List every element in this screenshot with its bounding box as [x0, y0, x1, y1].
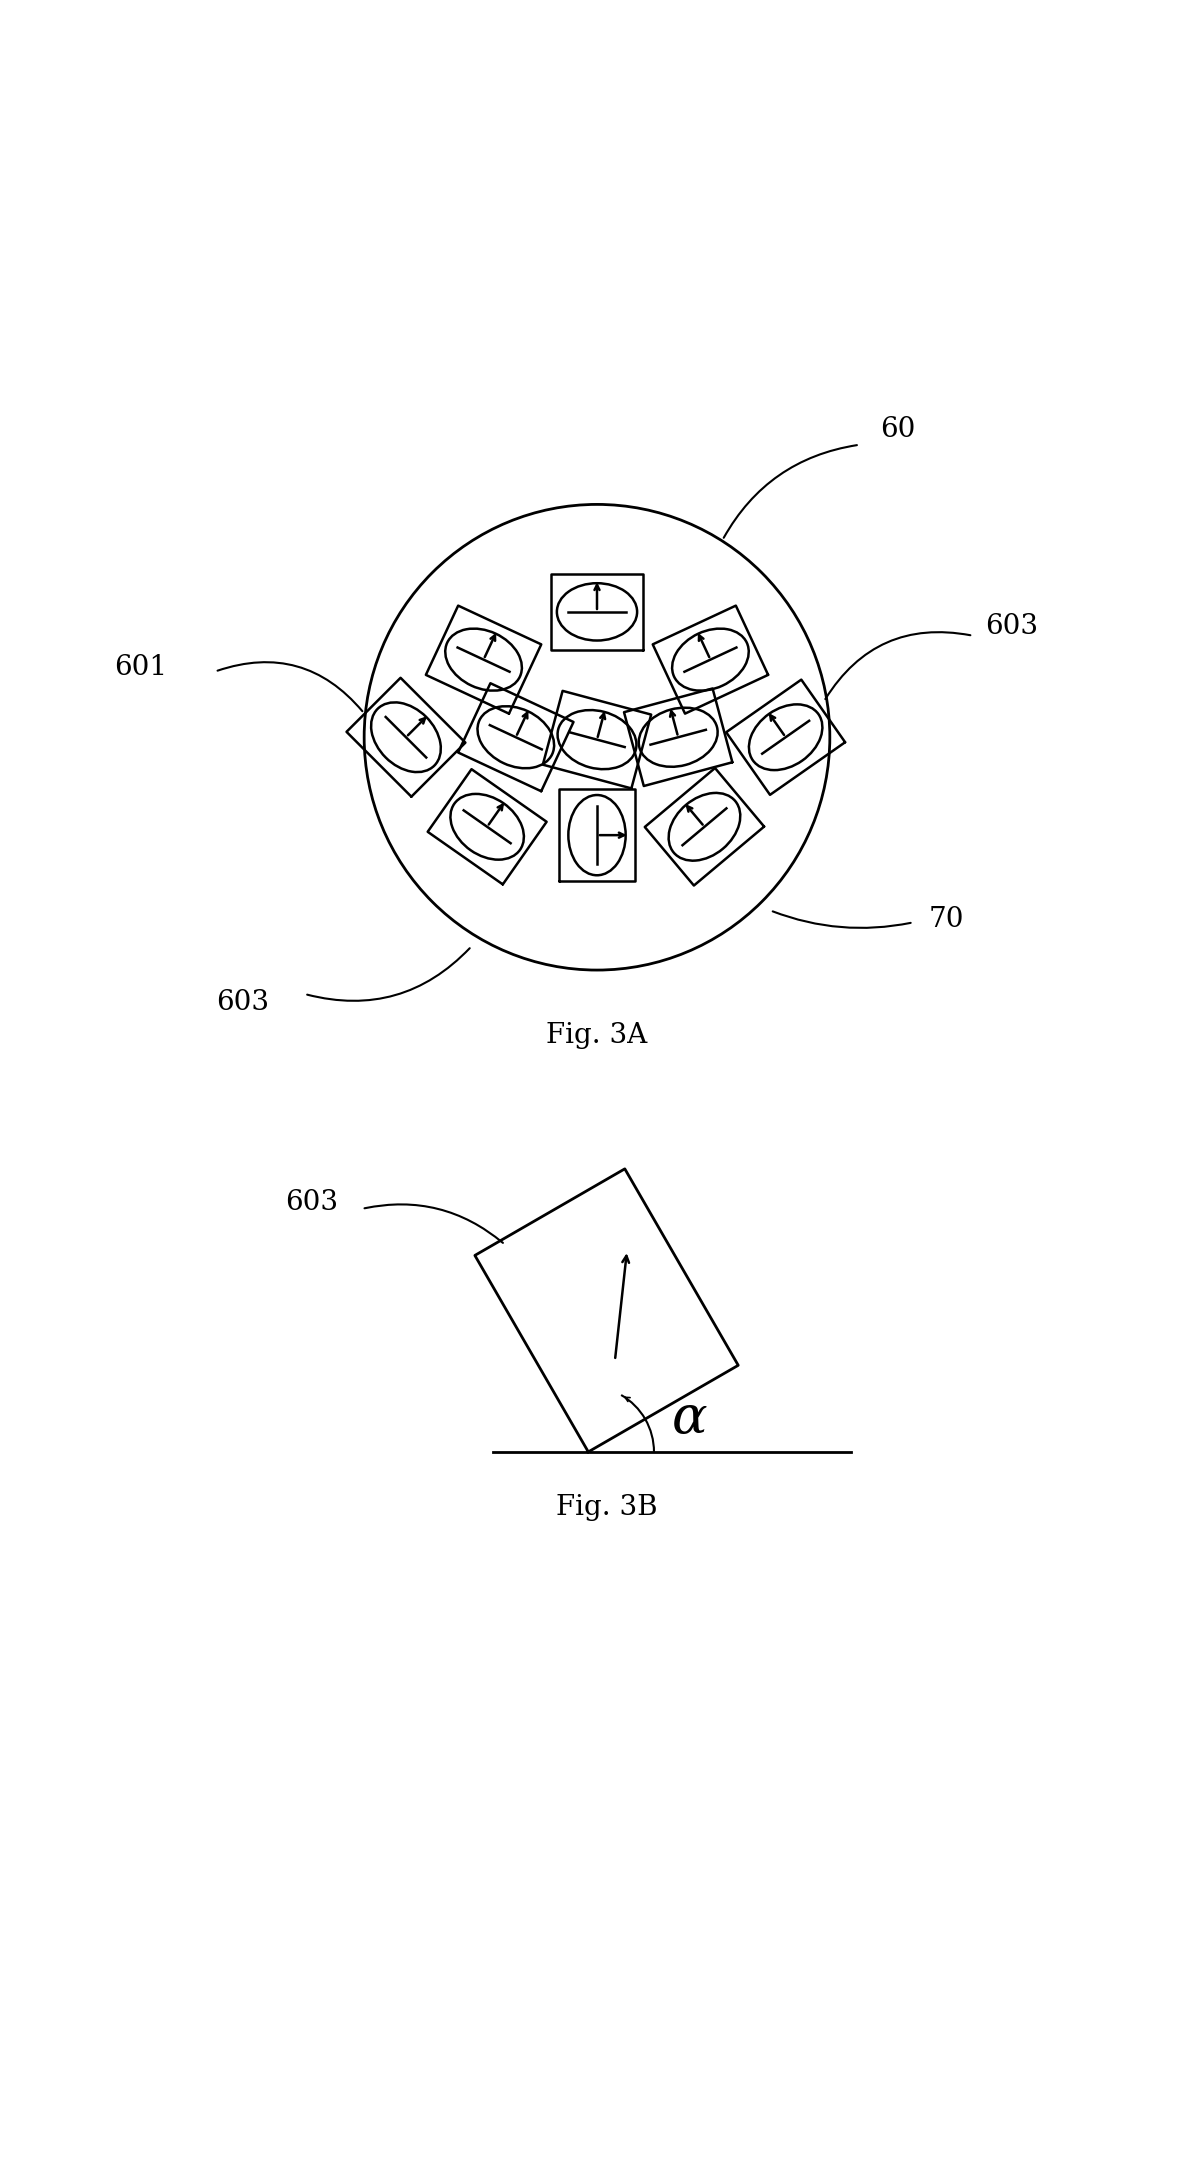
- Text: 603: 603: [985, 613, 1038, 639]
- Text: α: α: [672, 1393, 708, 1443]
- Text: 603: 603: [216, 988, 269, 1016]
- Text: 60: 60: [880, 416, 916, 442]
- Text: 70: 70: [929, 906, 965, 934]
- Text: Fig. 3B: Fig. 3B: [555, 1493, 658, 1521]
- Text: 603: 603: [285, 1190, 338, 1216]
- Text: 601: 601: [115, 654, 167, 680]
- Text: Fig. 3A: Fig. 3A: [547, 1023, 647, 1049]
